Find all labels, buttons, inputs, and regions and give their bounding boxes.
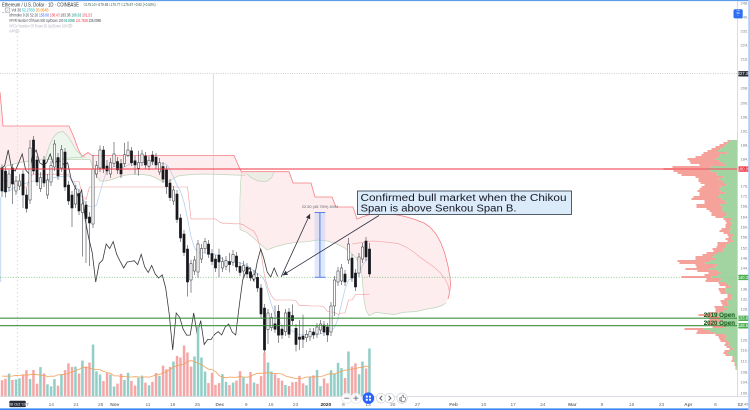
svg-text:128.00: 128.00 xyxy=(741,307,750,312)
svg-text:14: 14 xyxy=(49,402,55,408)
svg-text:112.00: 112.00 xyxy=(741,359,750,364)
svg-text:133.87: 133.87 xyxy=(738,316,750,321)
svg-text:13: 13 xyxy=(737,402,743,408)
svg-text:☰: ☰ xyxy=(736,10,740,15)
svg-text:VPVR Number Of Rows 500 Up/Dow: VPVR Number Of Rows 500 Up/Down 100 94.8… xyxy=(9,18,101,23)
svg-text:6: 6 xyxy=(342,402,345,408)
svg-text:188.00: 188.00 xyxy=(741,143,750,148)
svg-text:148.00: 148.00 xyxy=(741,256,750,261)
svg-text:24: 24 xyxy=(540,402,546,408)
svg-text:224.00: 224.00 xyxy=(741,43,750,48)
svg-text:248.00: 248.00 xyxy=(741,1,750,6)
svg-text:7: 7 xyxy=(26,402,29,408)
svg-text:156.00: 156.00 xyxy=(741,235,750,240)
svg-text:17:49: 17:49 xyxy=(739,402,749,407)
svg-text:Ethereum / U.S. Dollar · 1D ·: Ethereum / U.S. Dollar · 1D · COINBASE xyxy=(2,2,80,8)
svg-text:20: 20 xyxy=(390,402,396,408)
svg-text:160.00: 160.00 xyxy=(741,225,750,230)
svg-text:28: 28 xyxy=(98,402,104,408)
svg-text:17: 17 xyxy=(511,402,517,408)
svg-text:Mar: Mar xyxy=(568,402,577,408)
svg-text:2020: 2020 xyxy=(320,402,331,408)
svg-text:Nov: Nov xyxy=(110,402,119,408)
svg-text:192.00: 192.00 xyxy=(741,129,750,134)
svg-text:6: 6 xyxy=(714,402,717,408)
svg-text:152.00: 152.00 xyxy=(741,246,750,251)
svg-text:9: 9 xyxy=(601,402,604,408)
svg-text:Apr: Apr xyxy=(684,402,692,408)
svg-text:✓: ✓ xyxy=(6,8,10,13)
svg-text:176.00: 176.00 xyxy=(741,184,750,189)
svg-text:9: 9 xyxy=(245,402,248,408)
svg-text:11: 11 xyxy=(146,402,151,408)
svg-text:227.30: 227.30 xyxy=(738,71,750,76)
svg-text:200.00: 200.00 xyxy=(741,101,750,106)
svg-text:··: ·· xyxy=(737,14,739,18)
svg-text:116.00: 116.00 xyxy=(741,348,750,353)
svg-text:164.00: 164.00 xyxy=(741,215,750,220)
svg-text:16: 16 xyxy=(629,402,635,408)
svg-text:108.00: 108.00 xyxy=(741,370,750,375)
svg-text:144.00: 144.00 xyxy=(741,266,750,271)
svg-text:16: 16 xyxy=(268,402,274,408)
svg-text:23: 23 xyxy=(659,402,665,408)
svg-text:216.00: 216.00 xyxy=(741,57,750,62)
svg-text:AP: AP xyxy=(9,29,15,34)
svg-text:104.00: 104.00 xyxy=(741,380,750,385)
svg-text:Dec: Dec xyxy=(215,402,224,408)
svg-text:Confirmed bull market when the: Confirmed bull market when the Chikou xyxy=(361,193,567,204)
svg-text:23: 23 xyxy=(293,402,299,408)
svg-text:168.00: 168.00 xyxy=(741,204,750,209)
svg-text:196.00: 196.00 xyxy=(741,115,750,120)
svg-text:⌄: ⌄ xyxy=(1,9,5,14)
svg-text:2019 Open: 2019 Open xyxy=(704,312,736,319)
svg-text:O175.10 H179.69 L170.77 C175.9: O175.10 H179.69 L170.77 C175.97 +0.92 (+… xyxy=(84,2,156,7)
svg-text:208.00: 208.00 xyxy=(741,86,750,91)
svg-text:100.00: 100.00 xyxy=(741,391,750,396)
svg-text:120.00: 120.00 xyxy=(741,338,750,343)
svg-text:140.37: 140.37 xyxy=(738,275,750,280)
svg-text:240.00: 240.00 xyxy=(741,15,750,20)
svg-text:172.00: 172.00 xyxy=(741,194,750,199)
svg-text:13: 13 xyxy=(365,402,371,408)
svg-text:132.00: 132.00 xyxy=(741,297,750,302)
svg-text:128.54: 128.54 xyxy=(738,323,750,328)
svg-text:Span is above Senkou Span B.: Span is above Senkou Span B. xyxy=(361,203,517,214)
svg-text:136.00: 136.00 xyxy=(741,287,750,292)
svg-text:232.00: 232.00 xyxy=(741,29,750,34)
svg-text:18: 18 xyxy=(170,402,176,408)
svg-text:21: 21 xyxy=(73,402,79,408)
svg-text:25: 25 xyxy=(195,402,201,408)
svg-text:2020 Open: 2020 Open xyxy=(704,320,736,327)
svg-text:Feb: Feb xyxy=(449,402,458,408)
svg-text:22.50 (45.75%) 4094: 22.50 (45.75%) 4094 xyxy=(302,204,339,209)
svg-text:Vol 30 52.276B 93.064B: Vol 30 52.276B 93.064B xyxy=(12,7,49,12)
svg-text:184.00: 184.00 xyxy=(741,157,750,162)
svg-text:VPGV Number Of Rows 50 Up/Down: VPGV Number Of Rows 50 Up/Down 100 xyxy=(9,23,67,28)
svg-text:27: 27 xyxy=(415,402,421,408)
svg-text:06 Oct '19: 06 Oct '19 xyxy=(9,403,26,407)
svg-text:Ichimoku 9 26 52 26 158.08 18: Ichimoku 9 26 52 26 158.08 188.43 183.38… xyxy=(9,13,93,18)
svg-text:180.00: 180.00 xyxy=(738,167,750,172)
svg-text:10: 10 xyxy=(481,402,487,408)
